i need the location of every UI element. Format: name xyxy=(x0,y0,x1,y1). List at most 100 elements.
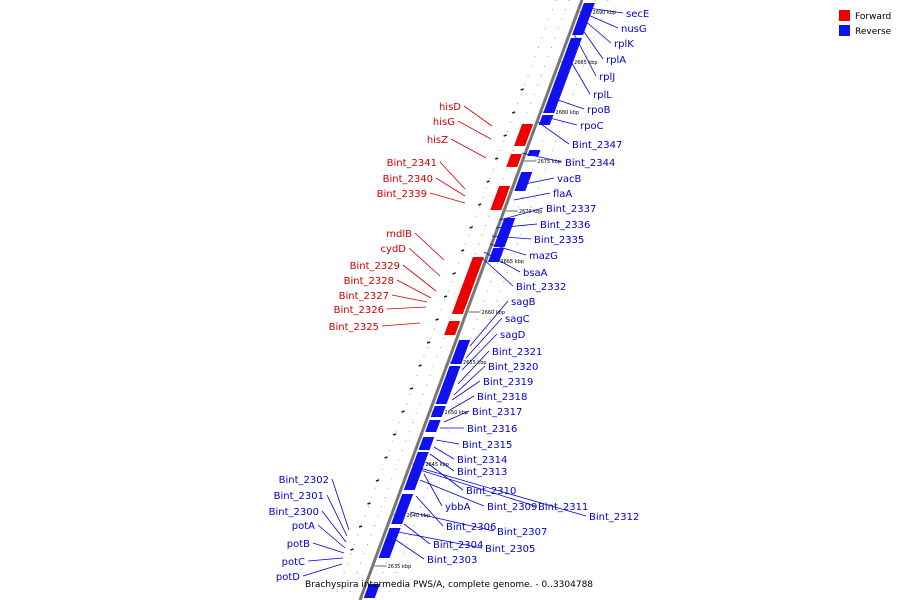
track-dash xyxy=(409,387,414,390)
reverse-gene xyxy=(391,516,406,524)
forward-gene xyxy=(490,199,506,210)
track-dash xyxy=(350,548,354,551)
leader-line xyxy=(403,523,431,545)
forward-gene-label: Bint_2341 xyxy=(387,158,437,169)
reverse-gene xyxy=(538,115,554,125)
reverse-gene xyxy=(543,72,570,113)
track-dash xyxy=(367,502,371,505)
reverse-gene-label: potD xyxy=(276,572,300,583)
leader-line xyxy=(429,192,466,204)
reverse-gene xyxy=(406,476,420,482)
leader-line xyxy=(461,333,498,371)
leader-line xyxy=(425,461,464,491)
kbp-tick-label: 2680 kbp xyxy=(556,110,580,116)
leader-line xyxy=(381,322,421,327)
reverse-gene-label: sagD xyxy=(500,330,526,341)
gene-features xyxy=(363,3,595,598)
leader-line xyxy=(386,306,427,310)
reverse-gene-label: Bint_2307 xyxy=(497,527,547,538)
legend-forward-swatch xyxy=(839,10,850,21)
reverse-gene-label: Bint_2303 xyxy=(427,555,477,566)
leader-line xyxy=(451,380,481,401)
kbp-tick-label: 2655 kbp xyxy=(463,360,487,366)
forward-gene-label: Bint_2329 xyxy=(350,261,400,272)
leader-line xyxy=(469,300,509,347)
reverse-gene-label: Bint_2317 xyxy=(472,407,522,418)
reverse-gene xyxy=(574,22,588,28)
reverse-gene-label: Bint_2347 xyxy=(572,140,622,151)
leader-line xyxy=(587,7,624,14)
reverse-gene-label: Bint_2314 xyxy=(457,455,507,466)
reverse-gene-label: Bint_2320 xyxy=(488,362,538,373)
gene-labels: hisD hisG hisZ Bint_2341 Bint_2340 Bint_2339m… xyxy=(269,9,650,583)
reverse-gene-label: vacB xyxy=(557,174,582,185)
kbp-tick-label: 2640 kbp xyxy=(406,513,430,519)
reverse-gene xyxy=(499,224,514,232)
track-dash xyxy=(486,180,490,183)
reverse-gene xyxy=(572,28,586,35)
leader-line xyxy=(433,446,455,460)
leader-line xyxy=(443,410,470,423)
reverse-gene xyxy=(408,470,423,476)
track-dash xyxy=(443,295,448,298)
track-dash xyxy=(477,203,482,206)
leader-line xyxy=(402,264,437,292)
reverse-gene-label: rplK xyxy=(614,39,634,50)
leader-line xyxy=(331,478,350,531)
reverse-gene-label: flaA xyxy=(553,189,572,200)
reverse-gene xyxy=(363,584,380,598)
leader-line xyxy=(435,177,466,197)
reverse-gene xyxy=(514,172,533,191)
track-dash xyxy=(452,272,456,275)
leader-line xyxy=(397,531,483,549)
reverse-gene-label: Bint_2316 xyxy=(467,424,517,435)
genome-caption: Brachyspira intermedia PWS/A, complete g… xyxy=(305,580,593,590)
leader-line xyxy=(419,479,485,507)
track-dash xyxy=(503,134,507,137)
kbp-tick-label: 2685 kbp xyxy=(574,60,598,66)
forward-gene-label: Bint_2327 xyxy=(339,291,389,302)
reverse-gene-label: Bint_2305 xyxy=(485,544,535,555)
reverse-gene xyxy=(415,452,429,458)
reverse-gene-label: Bint_2313 xyxy=(457,467,507,478)
dotted-guide-lines xyxy=(333,0,609,600)
forward-gene-label: Bint_2339 xyxy=(377,189,427,200)
forward-gene xyxy=(451,307,466,314)
reverse-gene xyxy=(427,420,441,426)
reverse-gene-label: rplA xyxy=(606,55,626,66)
forward-gene xyxy=(454,301,468,308)
leader-line xyxy=(302,563,343,577)
reverse-gene-label: Bint_2336 xyxy=(540,220,590,231)
reverse-gene-label: mazG xyxy=(529,251,558,262)
reverse-gene xyxy=(397,494,414,508)
reverse-gene xyxy=(490,248,505,256)
track-dash xyxy=(401,410,405,413)
reverse-gene-label: sagB xyxy=(511,297,536,308)
track-dash xyxy=(426,341,431,344)
leader-line xyxy=(419,467,587,517)
forward-gene xyxy=(516,124,534,138)
reverse-gene-label: potA xyxy=(292,521,315,532)
reverse-gene xyxy=(581,3,595,10)
reverse-gene-label: Bint_2319 xyxy=(483,377,533,388)
leader-line xyxy=(463,105,493,127)
reverse-gene-label: secE xyxy=(626,9,649,20)
reverse-gene xyxy=(385,534,399,540)
leader-line xyxy=(419,469,536,507)
reverse-gene xyxy=(418,443,433,450)
reverse-gene xyxy=(387,528,401,534)
reverse-gene-label: rplL xyxy=(593,90,612,101)
kbp-tick-label: 2660 kbp xyxy=(482,310,506,316)
forward-gene xyxy=(513,136,529,146)
track-dash xyxy=(358,525,363,528)
reverse-gene-label: bsaA xyxy=(523,268,548,279)
leader-line xyxy=(450,138,487,159)
reverse-gene xyxy=(412,458,427,465)
leader-line xyxy=(317,524,346,549)
leader-line xyxy=(396,279,432,299)
leader-line xyxy=(408,247,441,277)
reverse-gene-label: Bint_2302 xyxy=(279,475,329,486)
forward-gene-label: hisZ xyxy=(427,135,448,146)
reverse-gene-label: Bint_2311 xyxy=(538,502,588,513)
